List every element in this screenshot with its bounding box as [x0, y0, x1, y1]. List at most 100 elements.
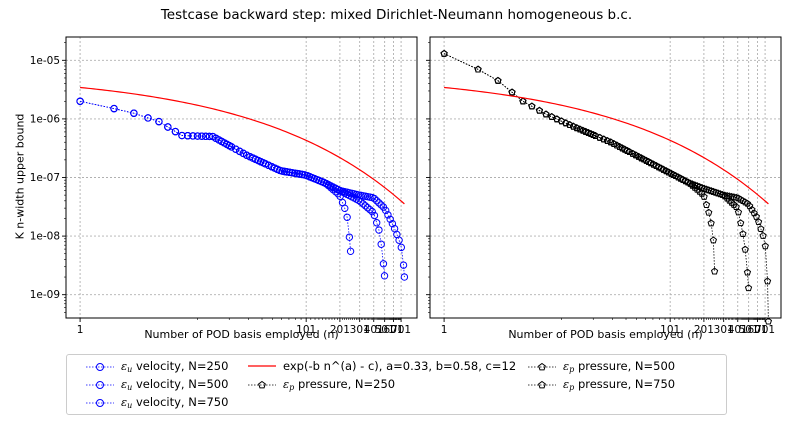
data-point [380, 272, 389, 280]
legend-label: εu velocity, N=250 [121, 359, 228, 374]
data-point [535, 106, 544, 114]
legend-subscript: u [127, 365, 133, 374]
legend-text: velocity, N=750 [132, 395, 229, 409]
data-point [155, 117, 163, 126]
data-point [366, 205, 374, 214]
legend-subscript: p [569, 365, 575, 374]
data-point [298, 170, 306, 179]
data-point [508, 88, 516, 96]
legend-item: εp pressure, N=500 [527, 359, 675, 374]
legend-text: exp(-b n^(a) - c), a=0.33, b=0.58, c=12 [283, 359, 517, 373]
legend-text: pressure, N=250 [294, 377, 396, 391]
legend-subscript: p [289, 383, 295, 392]
legend-label: εp pressure, N=500 [563, 359, 675, 374]
data-point [707, 219, 715, 227]
legend-item: εu velocity, N=250 [85, 359, 228, 374]
legend-text: pressure, N=500 [574, 359, 676, 373]
data-point [757, 225, 765, 233]
data-point [178, 131, 186, 140]
fit-curve [444, 86, 769, 205]
data-point [370, 194, 379, 203]
data-point [377, 240, 385, 248]
legend-marker [248, 365, 276, 367]
data-point [741, 245, 749, 253]
legend-label: εu velocity, N=500 [121, 377, 228, 392]
data-point [198, 132, 206, 140]
data-point [700, 192, 708, 200]
data-point [705, 208, 713, 216]
data-point [381, 206, 390, 215]
legend-text: velocity, N=250 [132, 359, 229, 373]
legend-item: εu velocity, N=500 [85, 377, 228, 392]
x-tick-label: 1 [77, 324, 84, 336]
legend-item: εu velocity, N=750 [85, 395, 228, 410]
data-point [379, 260, 388, 268]
data-point [542, 110, 550, 118]
data-point [743, 268, 752, 276]
data-point [377, 201, 385, 209]
data-point [375, 226, 383, 234]
data-point [737, 219, 745, 227]
data-point [386, 215, 394, 223]
legend-epsilon: ε [121, 359, 128, 373]
x-tick-label: 701 [391, 324, 411, 336]
data-point [130, 109, 138, 117]
legend-epsilon: ε [121, 377, 128, 391]
data-point [283, 168, 291, 176]
data-point [400, 273, 409, 281]
data-point [553, 115, 561, 123]
legend-epsilon: ε [563, 359, 570, 373]
x-tick-label: 101 [296, 324, 316, 336]
data-point [739, 230, 747, 238]
x-tick-label: 1 [441, 324, 448, 336]
x-tick-label: 201 [694, 324, 714, 336]
legend-marker [86, 398, 114, 407]
x-tick-label: 201 [330, 324, 350, 336]
x-tick-label: 401 [728, 324, 748, 336]
x-tick-label: 601 [384, 324, 404, 336]
x-tick-label: 401 [364, 324, 384, 336]
series-line [443, 53, 749, 289]
data-point [375, 199, 383, 207]
grid [430, 37, 781, 318]
x-tick-label: 301 [350, 324, 370, 336]
data-point [399, 261, 408, 269]
series-3 [76, 97, 409, 281]
data-point [528, 102, 536, 110]
data-point [227, 143, 236, 151]
data-point [341, 204, 349, 213]
legend-epsilon: ε [563, 377, 570, 391]
legend-marker-shape [538, 362, 546, 370]
data-point [702, 201, 711, 208]
y-tick-label: 1e-08 [30, 231, 60, 243]
data-point [345, 233, 354, 241]
x-axis-label-right: Number of POD basis employed (n) [508, 328, 703, 341]
data-point [759, 232, 767, 239]
data-point [744, 284, 753, 292]
data-point [372, 219, 381, 227]
data-point [750, 209, 758, 217]
data-point [144, 114, 152, 122]
data-point [189, 132, 197, 140]
legend-epsilon: ε [121, 395, 128, 409]
data-point [368, 207, 376, 216]
data-point [397, 243, 405, 252]
legend-marker [86, 362, 114, 371]
data-point [474, 65, 482, 73]
data-point [343, 213, 351, 221]
data-point [372, 197, 381, 205]
data-point [184, 132, 192, 140]
data-point [76, 97, 84, 105]
series-2 [440, 49, 753, 292]
data-point [205, 132, 214, 141]
data-point [591, 132, 600, 139]
data-point [288, 169, 296, 177]
legend-text: velocity, N=500 [132, 377, 229, 391]
legend-subscript: p [569, 383, 575, 392]
legend: εu velocity, N=250 εu velocity, N=500 εu v… [66, 354, 727, 415]
data-point [346, 247, 355, 256]
legend-marker-shape [96, 362, 104, 371]
y-tick-label: 1e-06 [30, 113, 61, 125]
